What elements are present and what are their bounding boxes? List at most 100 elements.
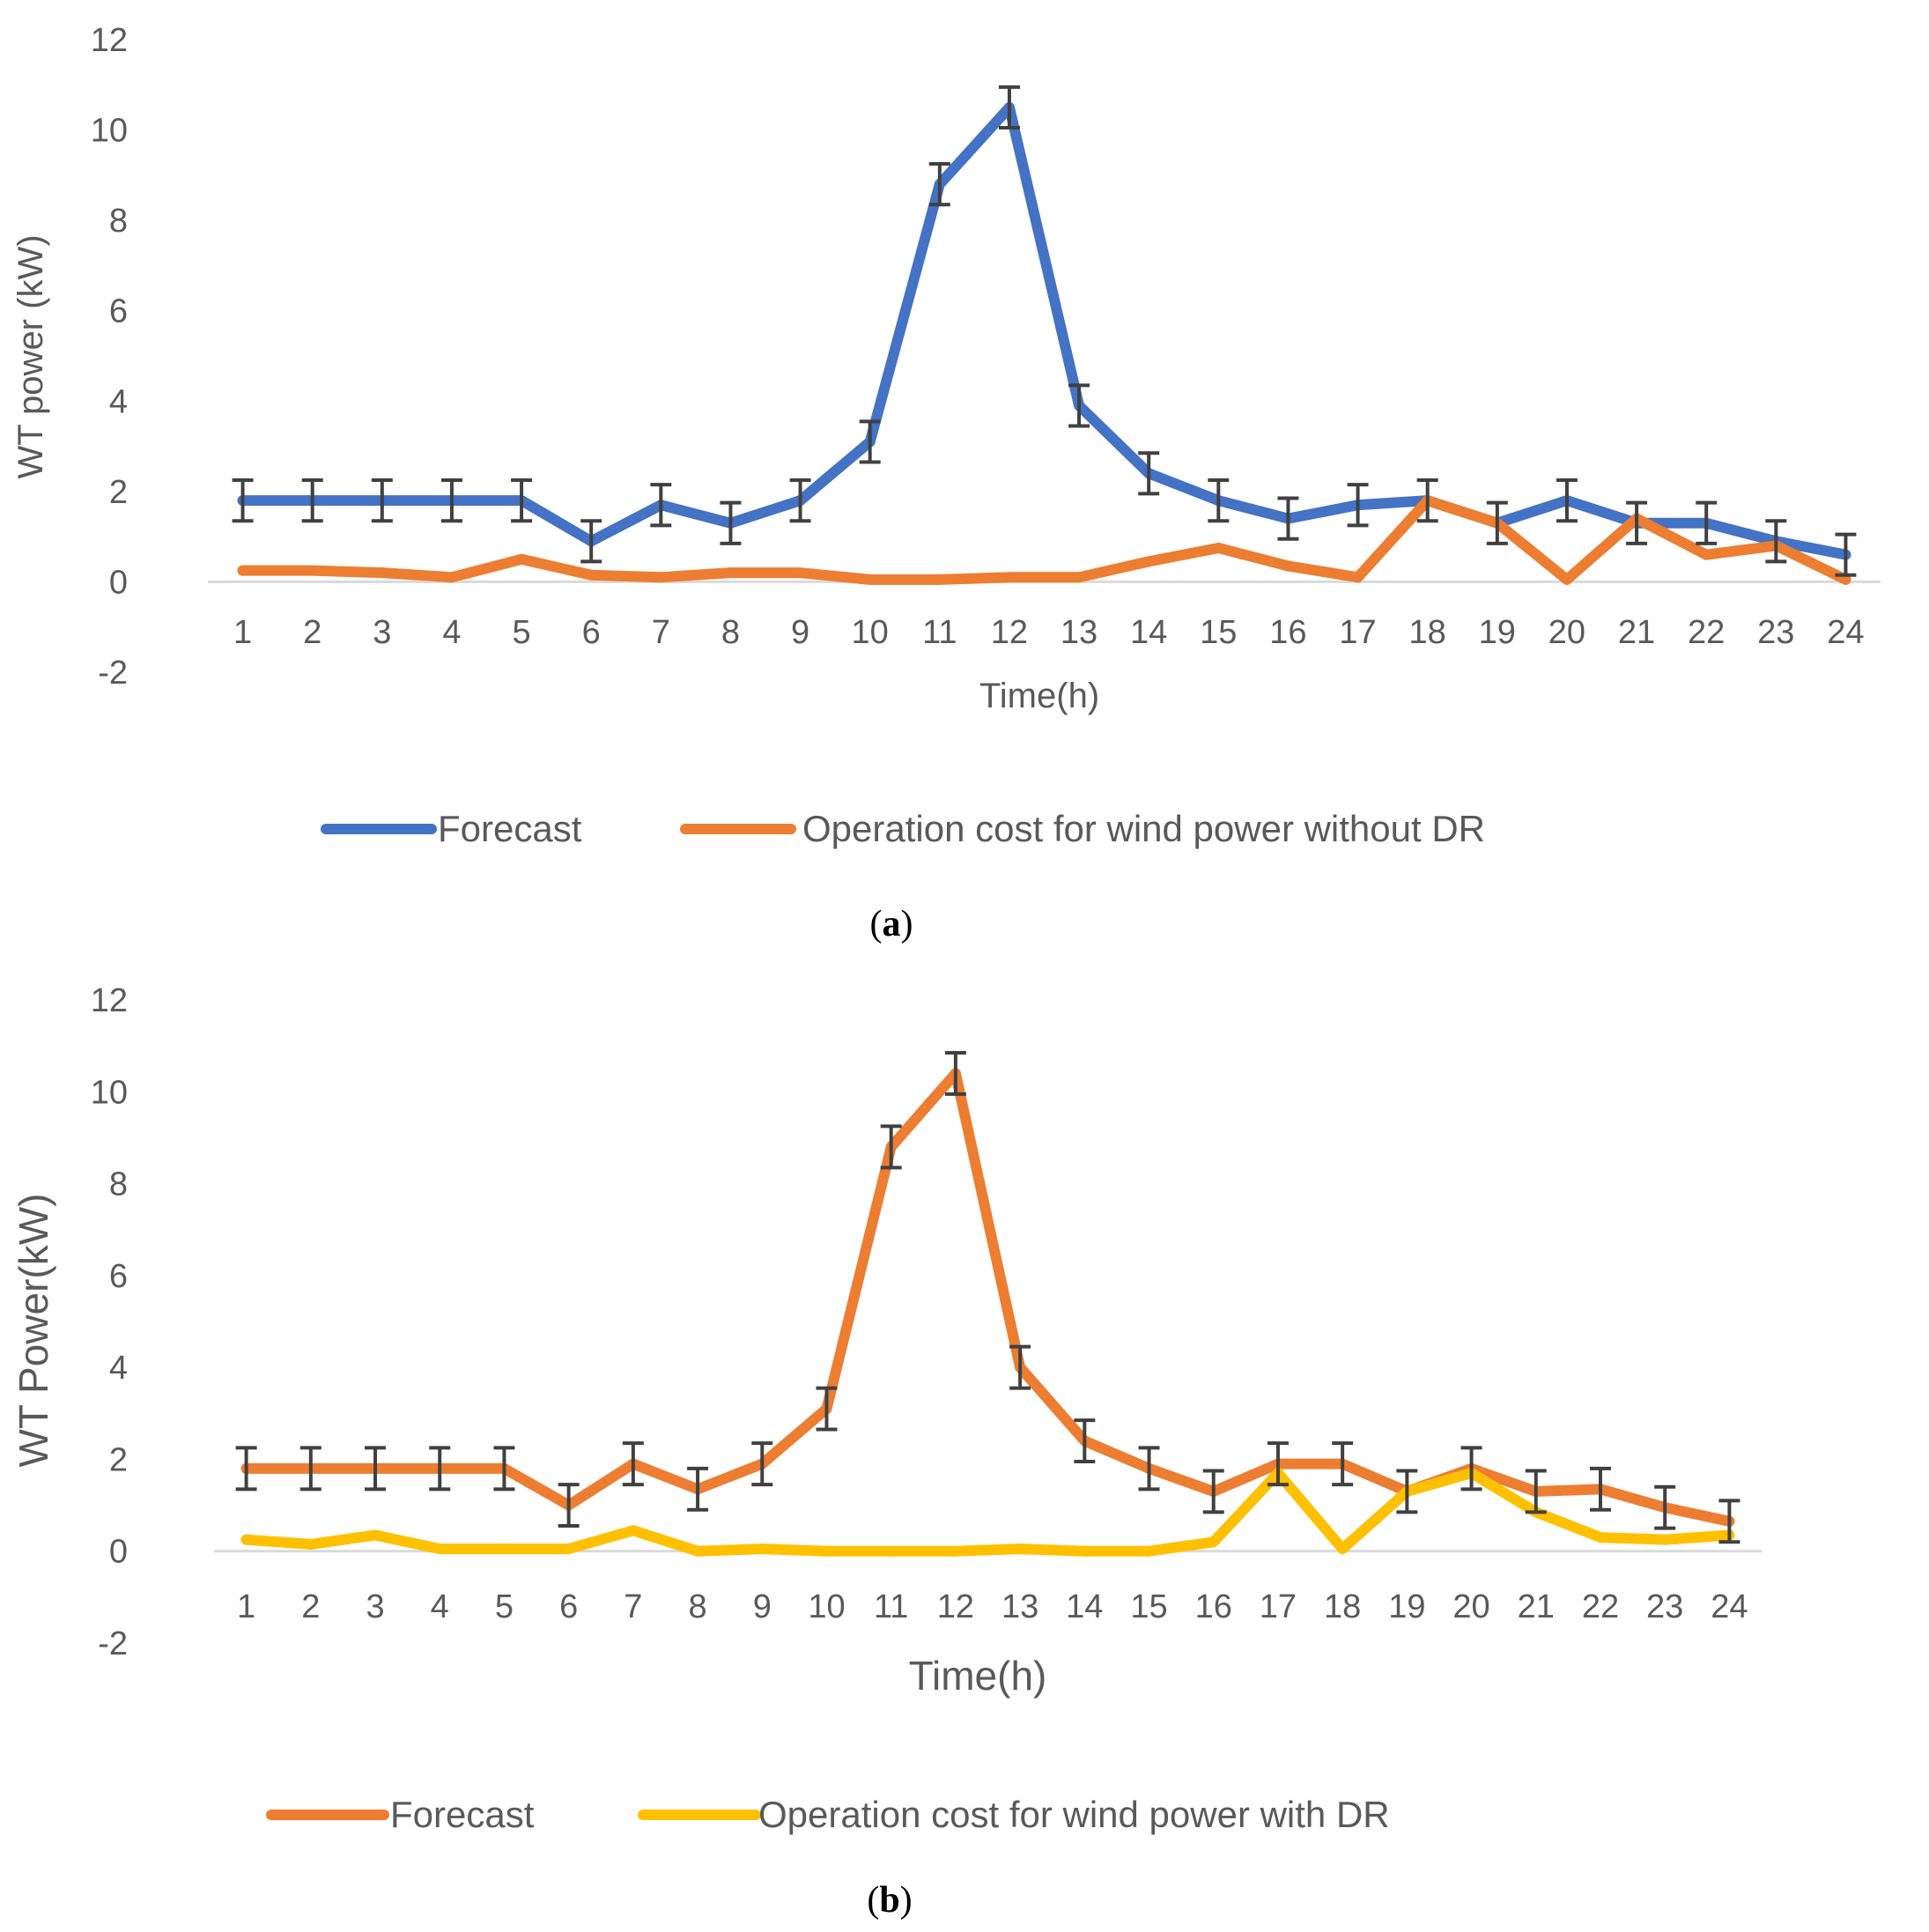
x-tick-label: 14 <box>1066 1588 1103 1625</box>
y-tick-label: -2 <box>98 1625 128 1662</box>
series-line-1 <box>240 1068 1735 1527</box>
y-tick-label: 4 <box>109 1350 128 1387</box>
data-point <box>370 1529 381 1541</box>
series-line-1 <box>237 101 1851 560</box>
x-tick-label: 16 <box>1269 614 1306 651</box>
data-point <box>1213 542 1224 553</box>
error-bar <box>1347 483 1369 528</box>
error-bar <box>1626 500 1648 545</box>
x-tick-label: 24 <box>1827 614 1864 651</box>
legend-item: Forecast <box>321 808 582 849</box>
legend-item: Operation cost for wind power without DR <box>680 808 1485 849</box>
data-point <box>655 572 667 583</box>
x-tick-label: 10 <box>852 614 889 651</box>
error-bar <box>1009 1344 1031 1390</box>
panel-label: (a) <box>870 904 913 944</box>
data-point <box>1074 572 1085 583</box>
error-bar <box>371 478 393 523</box>
x-tick-label: 22 <box>1582 1588 1619 1625</box>
error-bar <box>1074 1418 1096 1464</box>
y-tick-label: 12 <box>91 22 128 59</box>
legend-label: Operation cost for wind power with DR <box>758 1794 1390 1835</box>
error-bar <box>301 478 323 523</box>
error-bar <box>1277 496 1299 541</box>
error-bar <box>1267 1441 1289 1487</box>
x-tick-label: 1 <box>233 614 252 651</box>
data-point <box>240 1534 252 1545</box>
x-tick-label: 5 <box>512 614 530 651</box>
data-point <box>516 553 528 565</box>
x-tick-label: 4 <box>431 1588 449 1625</box>
x-tick-label: 13 <box>1001 1588 1038 1625</box>
error-bar <box>299 1446 322 1492</box>
error-bar <box>998 85 1020 130</box>
legend-label: Operation cost for wind power without DR <box>802 808 1485 849</box>
error-bar <box>1696 500 1718 545</box>
error-bar <box>1835 532 1857 577</box>
x-tick-label: 17 <box>1260 1588 1297 1625</box>
error-bar <box>859 419 881 464</box>
error-bar <box>511 478 533 523</box>
series-line-2 <box>237 495 1851 585</box>
data-point <box>1594 1532 1606 1543</box>
x-tick-label: 22 <box>1688 614 1725 651</box>
error-bar <box>1332 1441 1354 1487</box>
x-tick-label: 9 <box>753 1588 772 1625</box>
data-point <box>1079 1545 1090 1557</box>
x-tick-label: 6 <box>582 614 601 651</box>
data-point <box>1701 549 1712 560</box>
error-bar <box>440 478 462 523</box>
error-bar <box>232 478 254 523</box>
error-bar <box>1202 1469 1224 1514</box>
y-tick-label: 2 <box>109 1441 128 1478</box>
data-point <box>1561 574 1572 585</box>
data-point <box>376 567 388 579</box>
error-bar <box>1765 519 1787 564</box>
x-tick-label: 1 <box>237 1588 255 1625</box>
error-bar <box>1525 1469 1547 1514</box>
x-tick-label: 6 <box>559 1588 578 1625</box>
data-point <box>1143 556 1155 567</box>
x-tick-label: 20 <box>1548 614 1585 651</box>
data-point <box>1003 572 1015 583</box>
x-tick-label: 24 <box>1711 1588 1748 1625</box>
x-tick-label: 5 <box>495 1588 514 1625</box>
x-tick-label: 17 <box>1339 614 1376 651</box>
data-point <box>627 1525 639 1536</box>
data-point <box>725 567 736 579</box>
x-tick-label: 15 <box>1130 1588 1167 1625</box>
x-tick-label: 16 <box>1195 1588 1232 1625</box>
data-point <box>757 1543 768 1555</box>
data-point <box>499 1543 510 1555</box>
data-point <box>305 1538 316 1550</box>
x-tick-label: 2 <box>303 614 322 651</box>
y-tick-label: 4 <box>109 383 128 420</box>
x-tick-label: 11 <box>922 614 957 651</box>
x-tick-label: 8 <box>688 1588 706 1625</box>
error-bar <box>1486 500 1508 545</box>
error-bar <box>1460 1446 1482 1492</box>
y-tick-label: 6 <box>109 293 128 330</box>
x-tick-label: 23 <box>1646 1588 1683 1625</box>
error-bar <box>751 1441 773 1487</box>
x-tick-label: 2 <box>301 1588 320 1625</box>
error-bar <box>558 1483 580 1529</box>
error-bar <box>928 162 950 207</box>
error-bar <box>1718 1499 1741 1544</box>
y-tick-label: 10 <box>91 113 128 150</box>
data-point <box>1840 574 1851 585</box>
data-point <box>586 569 597 581</box>
x-tick-label: 23 <box>1757 614 1794 651</box>
data-point <box>563 1543 574 1555</box>
x-tick-label: 18 <box>1324 1588 1361 1625</box>
data-point <box>1143 1545 1155 1557</box>
x-tick-label: 7 <box>624 1588 642 1625</box>
data-point <box>237 565 248 576</box>
y-tick-label: 8 <box>109 1166 128 1203</box>
x-tick-label: 18 <box>1409 614 1446 651</box>
x-tick-label: 4 <box>442 614 461 651</box>
x-tick-label: 19 <box>1388 1588 1425 1625</box>
data-point <box>1282 560 1294 572</box>
error-bar <box>720 500 742 545</box>
legend-item: Forecast <box>266 1794 535 1835</box>
